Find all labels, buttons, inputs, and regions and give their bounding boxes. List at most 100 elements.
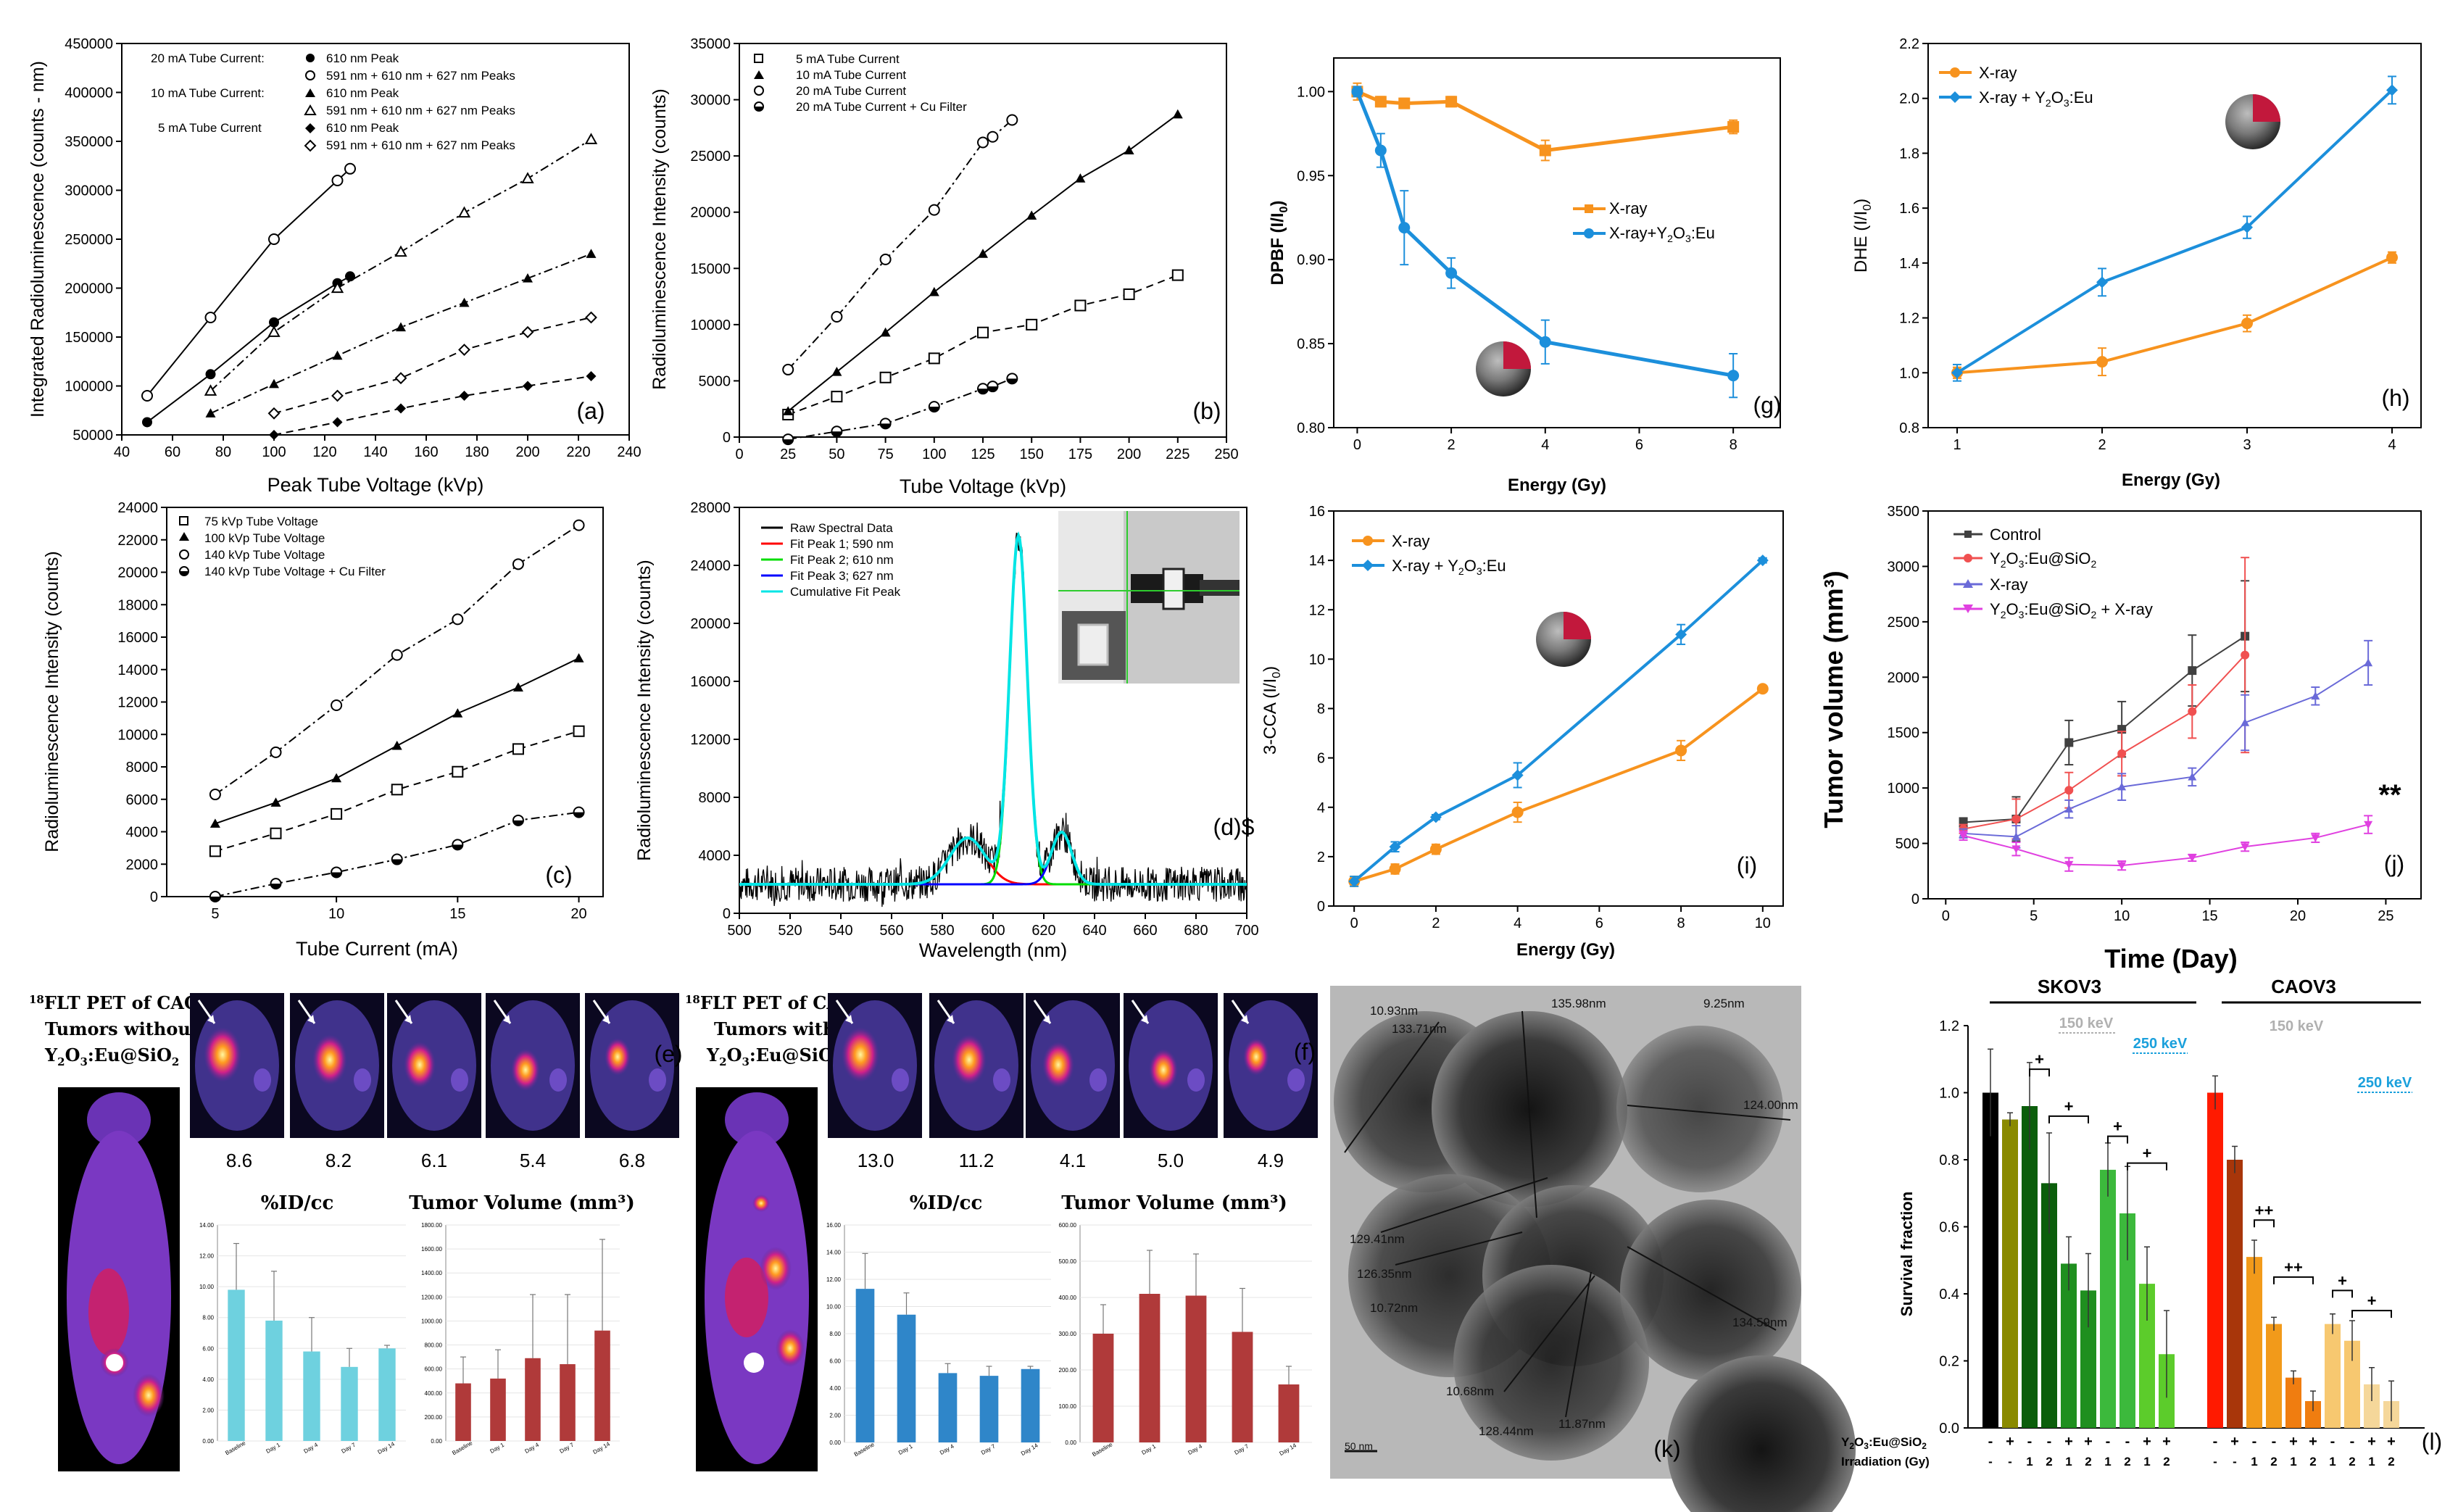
data-point [1756, 554, 1769, 567]
y-tick-label: 4 [1317, 800, 1325, 816]
panel-label: (h) [2381, 385, 2409, 411]
data-point [1539, 144, 1551, 157]
data-point [209, 845, 221, 857]
y-tick-label: 15000 [690, 261, 731, 277]
x-tick-label: 0 [1353, 437, 1361, 453]
row-value: 1 [2329, 1455, 2335, 1469]
y-tick-label: 0.00 [829, 1440, 841, 1446]
data-point [1511, 806, 1524, 818]
x-tick-label: 4 [2388, 437, 2396, 453]
legend-marker [305, 123, 315, 133]
row-value: 2 [2349, 1455, 2355, 1469]
bar-chart-title: %ID/cc [910, 1192, 983, 1214]
y-tick-label: 8.00 [202, 1315, 214, 1321]
tem-measure-line [1521, 1010, 1537, 1218]
pet-slice-tumor [1042, 1042, 1074, 1088]
data-point [2188, 772, 2197, 781]
data-point [512, 820, 523, 826]
y-tick-label: 400.00 [1059, 1295, 1077, 1301]
series-line [1353, 559, 1764, 883]
row-label: Y2O3:Eu@SiO2 [1841, 1435, 1927, 1451]
legend-entry: Fit Peak 2; 610 nm [790, 553, 894, 567]
data-point [2188, 854, 2197, 863]
row-value: + [2387, 1434, 2396, 1450]
data-point [2241, 221, 2253, 233]
y-tick-label: 5000 [699, 373, 731, 389]
pet-body-head [725, 1092, 789, 1147]
inset-device [1162, 568, 1185, 610]
y-tick-label: 14000 [117, 662, 158, 678]
y-tick-label: 400000 [65, 86, 113, 101]
data-point [880, 423, 891, 429]
data-point [1389, 841, 1401, 853]
data-point [831, 310, 843, 323]
panel-c: 5 10 15 20 0 2000 4000 6000 8000 10000 12000 14000 1… [42, 500, 604, 960]
pet-title: Y2O3:Eu@SiO2 [706, 1044, 841, 1068]
bar [525, 1358, 541, 1441]
data-point [452, 765, 464, 778]
data-point [977, 326, 989, 338]
legend-marker [304, 104, 317, 115]
data-point [1398, 97, 1411, 109]
data-point [978, 249, 988, 258]
data-point [2386, 84, 2398, 96]
x-tick-label: Day 1 [489, 1441, 505, 1455]
y-tick-label: 10 [1309, 652, 1325, 668]
data-point [1539, 336, 1551, 348]
legend-marker [1949, 91, 1961, 103]
x-axis-label: Energy (Gy) [2122, 470, 2220, 490]
panel-label: (e) [654, 1041, 682, 1067]
row-value: + [2143, 1434, 2151, 1450]
data-point [1075, 173, 1086, 183]
x-tick-label: Day 14 [377, 1440, 396, 1455]
x-tick-label: Baseline [1091, 1441, 1114, 1458]
y-tick-label: 300000 [65, 183, 113, 199]
y-tick-label: 0.80 [1297, 420, 1325, 436]
data-point [1026, 210, 1037, 220]
y-tick-label: 12.00 [826, 1276, 842, 1283]
data-point [880, 327, 891, 337]
x-tick-label: 4 [1541, 437, 1549, 453]
x-tick-label: 15 [2201, 908, 2217, 924]
legend: X-ray X-ray+Y2O3:Eu [1573, 199, 1715, 244]
x-tick-label: 15 [449, 906, 465, 922]
data-point [2117, 782, 2127, 791]
data-point [1445, 267, 1458, 279]
bar [938, 1373, 958, 1442]
legend: 20 mA Tube Current: 10 mA Tube Current: … [151, 51, 515, 152]
y-tick-label: 20000 [117, 565, 158, 581]
y-tick-label: 2 [1317, 850, 1325, 865]
series-line [1963, 635, 2246, 823]
row-value: 1 [2290, 1455, 2296, 1469]
data-point [2096, 356, 2108, 368]
y-tick-label: 1.6 [1899, 201, 1919, 217]
data-point [459, 391, 470, 401]
pet-slice-tumor [842, 1027, 879, 1082]
data-point [452, 844, 463, 850]
row-value: + [2006, 1434, 2014, 1450]
x-tick-label: 1 [1953, 437, 1961, 453]
pet-slice-body [590, 1000, 674, 1131]
data-point [457, 206, 471, 218]
panel-d: 500 520 540 560 580 600 620 640 660 680 700 0 4000 80… [634, 500, 1259, 961]
y-tick-label: 300.00 [1059, 1331, 1077, 1337]
data-point [205, 408, 216, 418]
x-tick-label: 240 [617, 444, 641, 460]
sphere-icon [2225, 94, 2280, 149]
x-tick-label: 520 [778, 923, 802, 939]
bar-chart-title: Tumor Volume (mm³) [409, 1192, 635, 1214]
bar [1021, 1368, 1040, 1442]
y-tick-label: 50000 [72, 428, 113, 444]
y-tick-label: 14.00 [826, 1250, 842, 1256]
series-line [1355, 91, 1734, 378]
legend-marker [1964, 554, 1972, 562]
tem-particle [1667, 1355, 1856, 1512]
legend: Control Y2O3:Eu@SiO2 X-ray Y2O3:Eu@SiO2 … [1953, 526, 2153, 620]
y-tick-label: 1000 [1888, 781, 1920, 797]
data-point [2311, 834, 2320, 842]
pet-body-organ [88, 1268, 129, 1355]
y-tick-label: 0.6 [1939, 1220, 1959, 1236]
x-tick-label: Day 7 [980, 1442, 997, 1456]
data-point [2311, 691, 2320, 700]
plot-frame [1927, 43, 2422, 428]
